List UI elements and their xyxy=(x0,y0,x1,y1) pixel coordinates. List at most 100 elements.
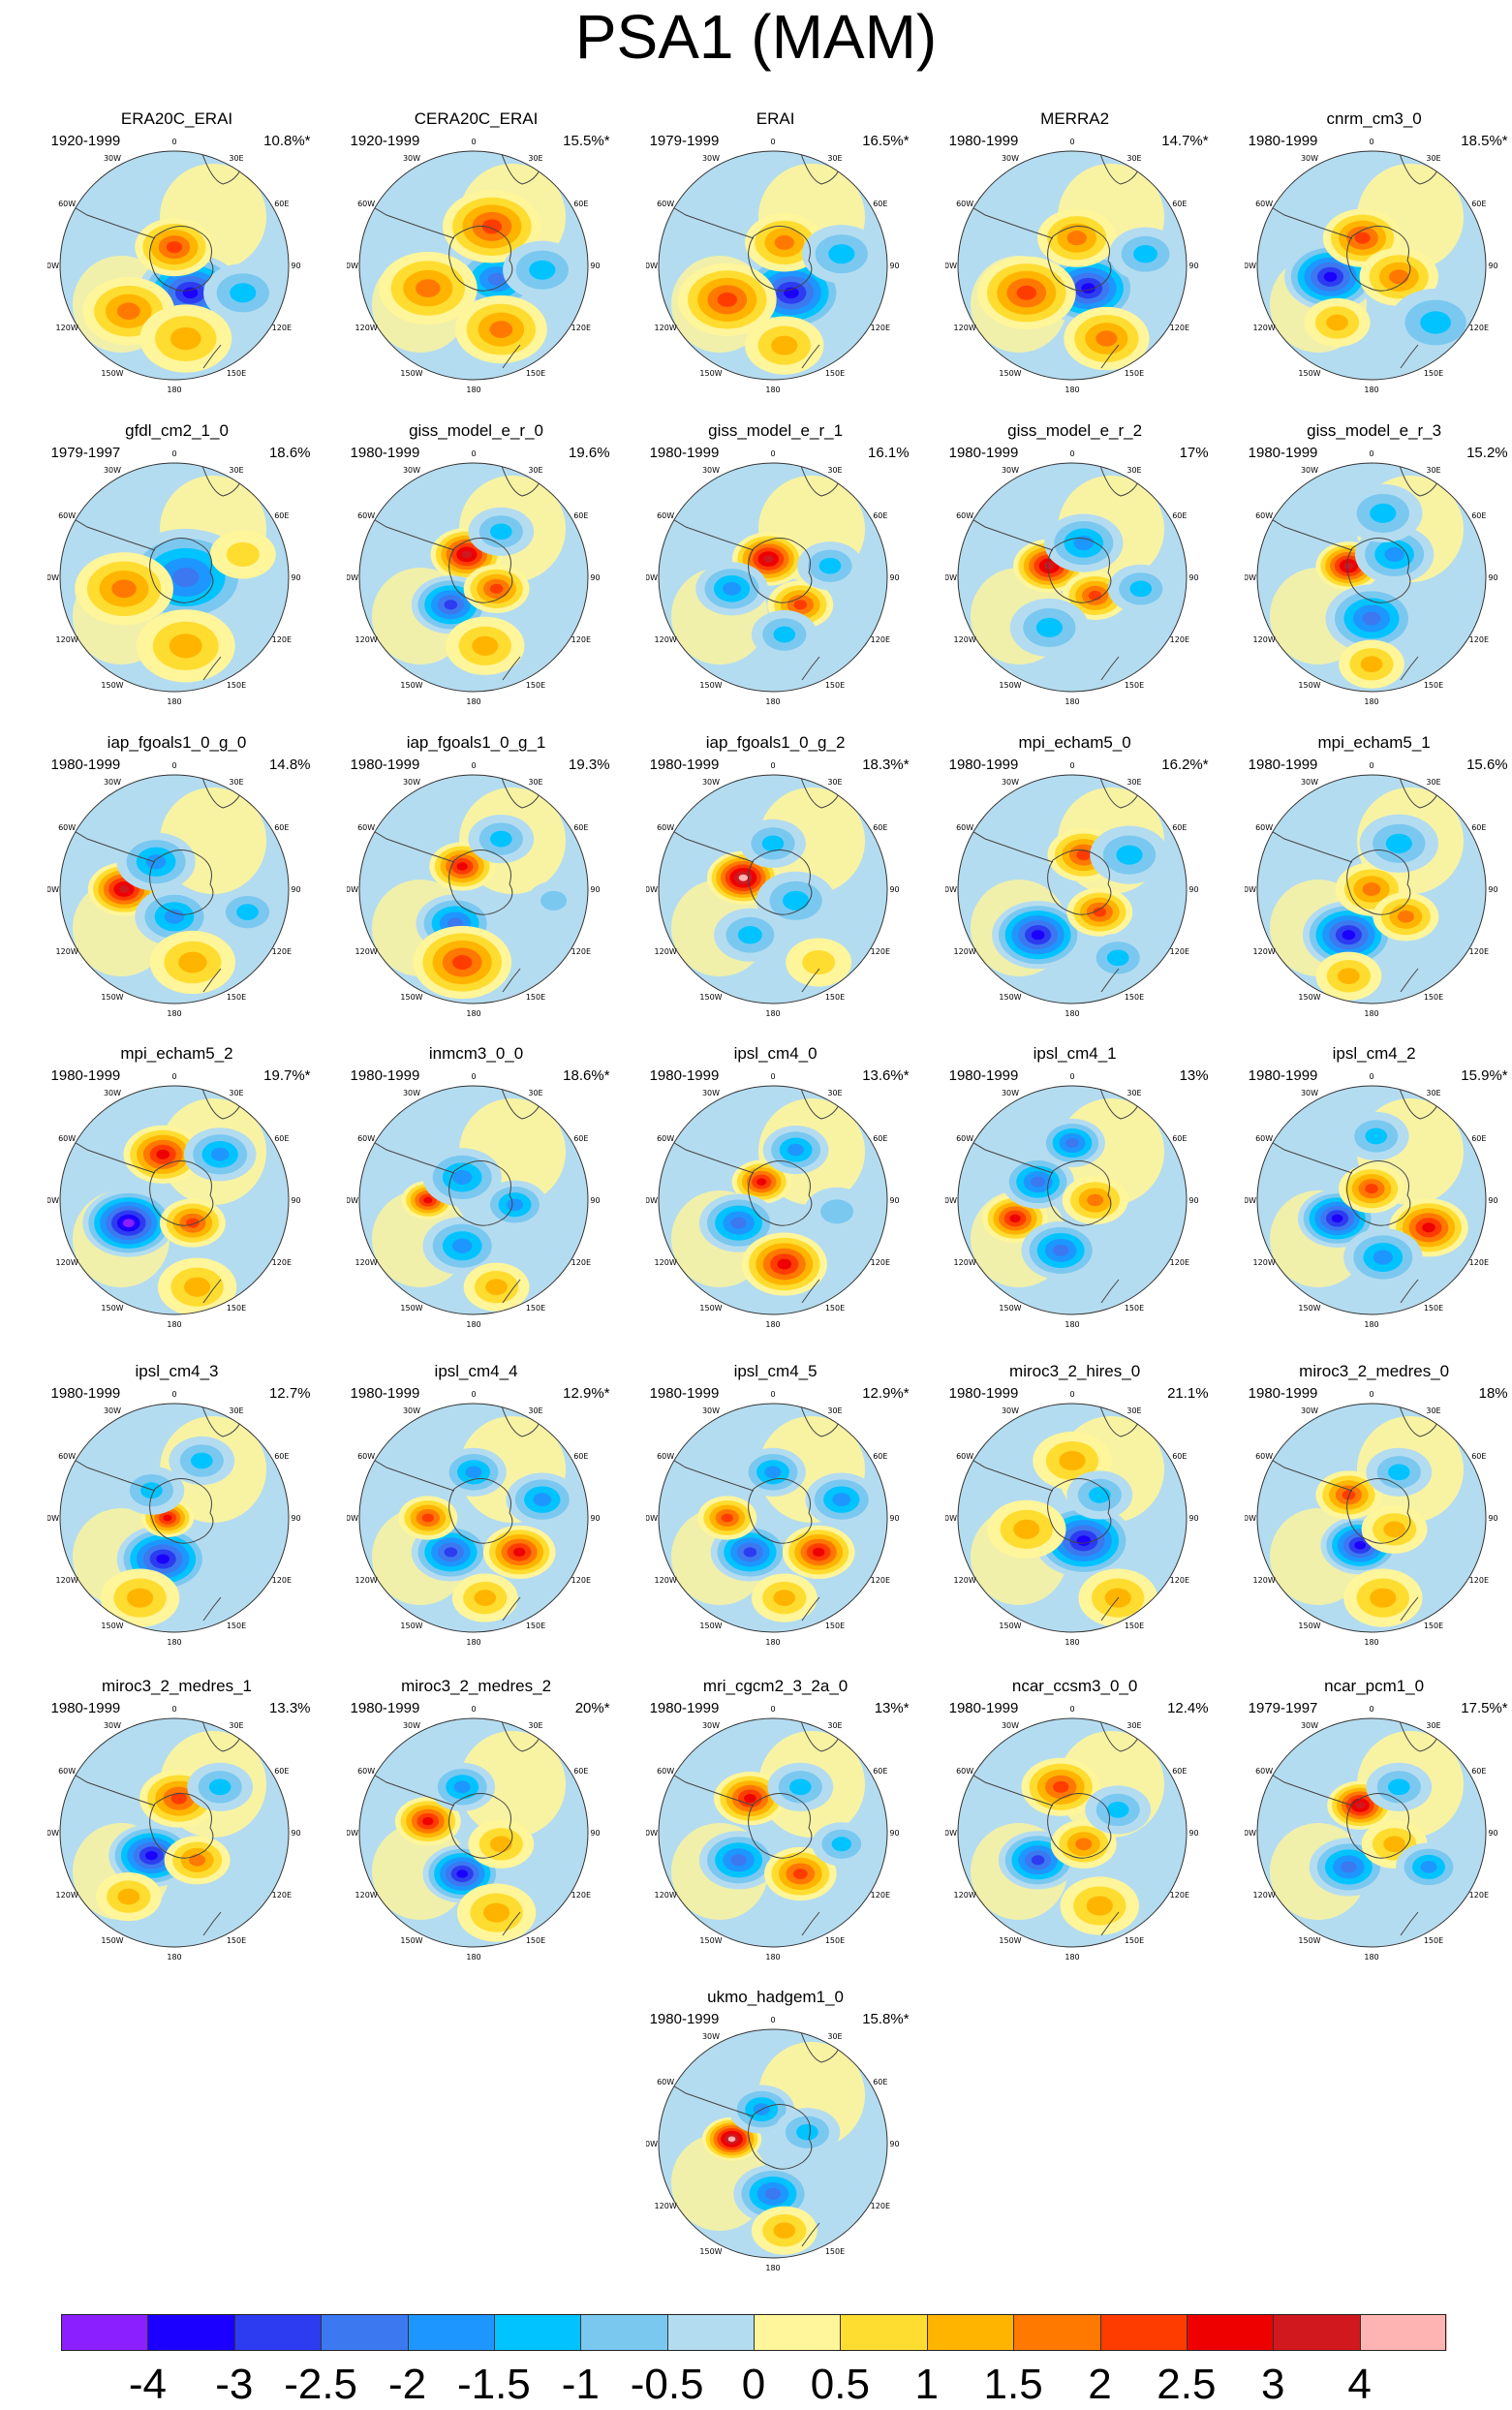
negative-anomaly-contour xyxy=(208,1778,231,1796)
longitude-label: 180 xyxy=(765,2264,780,2271)
longitude-label: 180 xyxy=(1065,1953,1079,1960)
longitude-label: 90E xyxy=(1488,885,1498,894)
positive-anomaly-contour xyxy=(721,1513,733,1523)
longitude-label: 90W xyxy=(347,573,358,582)
panel-period: 1980-1999 xyxy=(649,1700,720,1717)
longitude-label: 60W xyxy=(58,823,76,832)
longitude-label: 180 xyxy=(765,1953,780,1960)
positive-anomaly-contour xyxy=(489,583,503,594)
longitude-label: 60E xyxy=(1471,511,1486,520)
polar-map: 0 30E 60E 90E 120E 150E 180 150W 120W 90W 60W 30W xyxy=(646,762,900,1016)
positive-anomaly-contour xyxy=(484,1278,508,1295)
panel-period: 1980-1999 xyxy=(1248,444,1318,461)
panel-period: 1979-1997 xyxy=(50,444,121,461)
longitude-label: 150W xyxy=(400,1303,422,1312)
colorbar-segment xyxy=(61,2314,148,2351)
positive-anomaly-contour xyxy=(1059,1450,1086,1471)
new-zealand-coastline xyxy=(202,968,221,993)
longitude-label: 180 xyxy=(167,1320,181,1327)
map-panel: inmcm3_0_0 1980-1999 18.6%* 0 30E 60E 90E 120E 1… xyxy=(331,1044,622,1354)
longitude-label: 30E xyxy=(229,1406,243,1415)
longitude-label: 0 xyxy=(1069,1706,1074,1714)
longitude-label: 30E xyxy=(1126,466,1141,475)
positive-anomaly-contour xyxy=(801,949,835,975)
longitude-label: 180 xyxy=(1364,697,1378,704)
longitude-label: 30W xyxy=(1301,1721,1318,1730)
positive-anomaly-contour xyxy=(717,292,737,307)
longitude-label: 180 xyxy=(765,386,780,392)
longitude-label: 30W xyxy=(702,778,720,787)
longitude-label: 90E xyxy=(889,2140,900,2148)
longitude-label: 90W xyxy=(646,885,658,894)
longitude-label: 90E xyxy=(291,1196,301,1205)
map-panel: cnrm_cm3_0 1980-1999 18.5%* 0 30E 60E 90E 120E 1… xyxy=(1229,109,1512,419)
panel-variance-percent: 10.8%* xyxy=(263,132,311,149)
panel-period: 1980-1999 xyxy=(948,1384,1019,1402)
longitude-label: 150W xyxy=(999,1936,1021,1945)
longitude-label: 0 xyxy=(1069,450,1074,458)
longitude-label: 30E xyxy=(229,778,243,787)
positive-anomaly-contour xyxy=(421,1817,434,1826)
longitude-label: 90E xyxy=(1488,1196,1498,1205)
longitude-label: 90E xyxy=(291,262,301,270)
longitude-label: 150W xyxy=(101,1303,123,1312)
longitude-label: 0 xyxy=(770,1391,775,1399)
colorbar-segment xyxy=(1186,2314,1274,2351)
longitude-label: 90W xyxy=(47,1514,59,1523)
longitude-label: 30W xyxy=(103,778,120,787)
antarctica-coastline xyxy=(1046,850,1112,915)
longitude-label: 60W xyxy=(956,511,973,520)
new-zealand-coastline xyxy=(1100,344,1119,369)
negative-anomaly-contour xyxy=(788,1778,812,1796)
longitude-label: 150E xyxy=(1423,1303,1442,1312)
map-panel: ERA20C_ERAI 1920-1999 10.8%* 0 30E 60E 90E 120E… xyxy=(32,109,323,419)
longitude-label: 150E xyxy=(1423,369,1442,378)
colorbar-separator xyxy=(1099,2314,1101,2351)
longitude-label: 150E xyxy=(1124,681,1143,690)
longitude-label: 120E xyxy=(1468,635,1488,644)
map-panel: mri_cgcm2_3_2a_0 1980-1999 13%* 0 30E 60E 90E 1… xyxy=(631,1677,921,1987)
panel-variance-percent: 19.6% xyxy=(569,444,610,461)
panel-grid: ERA20C_ERAI 1920-1999 10.8%* 0 30E 60E 90E 120E… xyxy=(32,109,1512,2271)
colorbar-tick-label: 2 xyxy=(1088,2361,1112,2408)
positive-anomaly-contour xyxy=(1088,590,1101,601)
panel-variance-percent: 13.6%* xyxy=(862,1066,910,1084)
negative-anomaly-contour xyxy=(1116,845,1143,865)
polar-map: 0 30E 60E 90E 120E 150E 180 150W 120W 90W 60W 30W xyxy=(47,1073,301,1327)
longitude-label: 60E xyxy=(1471,823,1486,832)
longitude-label: 90W xyxy=(1245,262,1256,270)
longitude-label: 150W xyxy=(1298,369,1320,378)
negative-anomaly-contour xyxy=(1369,503,1397,523)
colorbar-tick-label: -2 xyxy=(387,2361,427,2408)
positive-anomaly-contour xyxy=(1008,1214,1021,1222)
positive-anomaly-contour xyxy=(1369,1588,1397,1608)
panel-period: 1979-1997 xyxy=(1248,1700,1318,1717)
longitude-label: 120W xyxy=(55,947,77,956)
panel-title: miroc3_2_medres_2 xyxy=(401,1677,552,1696)
positive-anomaly-contour xyxy=(793,600,807,610)
antarctica-coastline xyxy=(148,1159,213,1226)
longitude-label: 120E xyxy=(870,1258,889,1267)
colorbar-tick-label: -0.5 xyxy=(630,2361,704,2408)
longitude-label: 90W xyxy=(347,1829,358,1838)
longitude-label: 150E xyxy=(226,1303,245,1312)
map-panel: MERRA2 1980-1999 14.7%* 0 30E 60E 90E 120E 150E 1… xyxy=(930,109,1220,419)
longitude-label: 90E xyxy=(1188,1514,1199,1523)
positive-anomaly-contour xyxy=(770,335,797,355)
longitude-label: 120W xyxy=(654,2202,676,2210)
longitude-label: 30E xyxy=(827,1089,842,1097)
negative-anomaly-contour xyxy=(1323,271,1337,282)
positive-anomaly-contour xyxy=(415,278,441,297)
negative-anomaly-contour xyxy=(764,1466,782,1479)
longitude-label: 0 xyxy=(1069,1391,1074,1399)
negative-anomaly-contour xyxy=(164,909,184,924)
positive-anomaly-contour xyxy=(792,1869,808,1880)
longitude-label: 30W xyxy=(1002,778,1019,787)
panel-period: 1980-1999 xyxy=(350,444,420,461)
positive-anomaly-contour xyxy=(1086,1193,1103,1206)
positive-anomaly-contour xyxy=(762,555,774,563)
panel-period: 1980-1999 xyxy=(948,757,1019,774)
longitude-label: 90E xyxy=(1488,262,1498,270)
positive-anomaly-contour xyxy=(1052,1781,1068,1794)
longitude-label: 90W xyxy=(646,1514,658,1523)
